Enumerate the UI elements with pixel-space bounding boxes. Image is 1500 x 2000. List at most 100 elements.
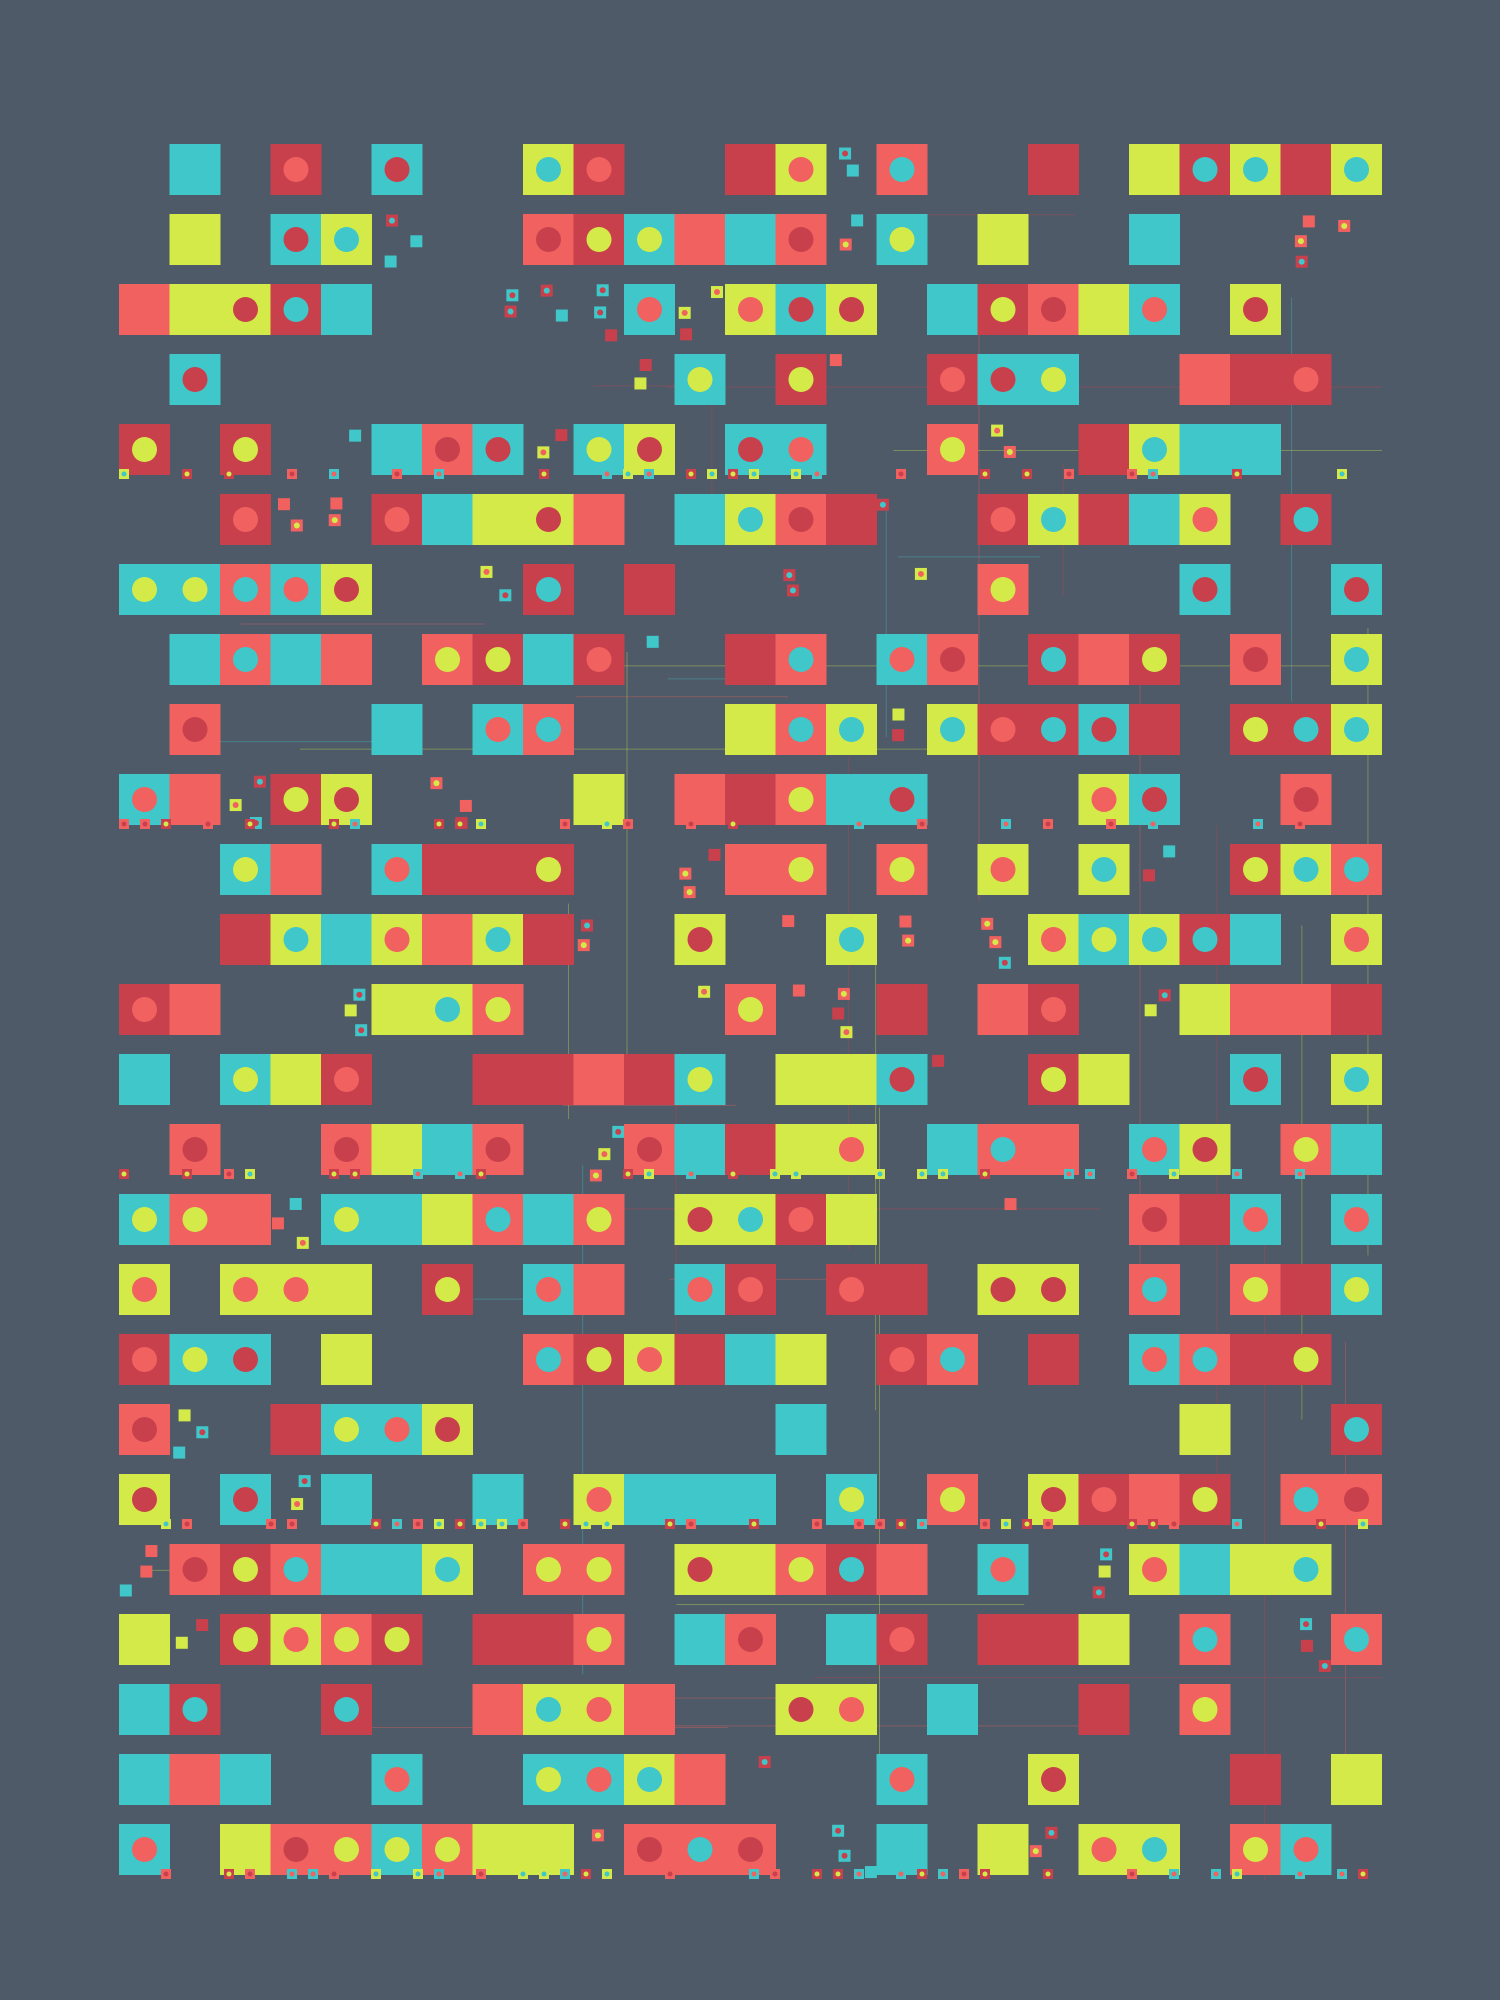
tile	[371, 704, 423, 755]
tile-dot	[889, 787, 915, 812]
marker-dot	[594, 1832, 601, 1839]
marker-dot	[562, 821, 568, 827]
tile-dot	[586, 1487, 612, 1512]
marker-dot	[184, 1521, 190, 1527]
marker-dot	[352, 1171, 358, 1177]
marker-dot	[199, 1429, 206, 1436]
marker-dot	[394, 471, 400, 477]
marker-dot	[478, 1171, 484, 1177]
marker-dot	[226, 1871, 232, 1877]
tile	[573, 1054, 625, 1105]
tile-dot	[1243, 157, 1268, 182]
marker-dot	[457, 821, 463, 827]
marker-dot	[1297, 1171, 1303, 1177]
marker	[829, 354, 842, 367]
tile-dot	[1192, 1697, 1218, 1722]
tile-dot	[485, 927, 511, 952]
tile	[624, 1684, 675, 1735]
marker-dot	[478, 1871, 484, 1877]
tile-dot	[788, 227, 814, 252]
tile	[1078, 284, 1130, 335]
tile	[270, 634, 322, 685]
marker-dot	[1108, 821, 1114, 827]
tile-dot	[1293, 1837, 1319, 1862]
marker-dot	[597, 309, 604, 316]
tile-dot	[687, 367, 713, 392]
marker	[639, 359, 652, 372]
tile	[119, 1684, 170, 1735]
tile-dot	[940, 717, 965, 742]
marker-dot	[730, 821, 736, 827]
tile-dot	[536, 507, 561, 532]
tile-dot	[586, 1627, 612, 1652]
tile-dot	[586, 227, 612, 252]
tile-dot	[233, 507, 258, 532]
tile-dot	[738, 1627, 763, 1652]
marker	[175, 1636, 188, 1649]
marker	[792, 984, 805, 997]
tile-dot	[788, 1697, 814, 1722]
marker-dot	[917, 570, 924, 577]
tile-dot	[1293, 507, 1319, 532]
tile	[169, 284, 221, 335]
tile-dot	[1243, 1837, 1268, 1862]
marker-dot	[483, 568, 490, 575]
tile	[371, 1544, 423, 1595]
tile	[977, 214, 1029, 265]
tile-dot	[132, 1837, 157, 1862]
tile	[573, 494, 625, 545]
tile-dot	[586, 437, 612, 462]
tile-dot	[283, 787, 309, 812]
tile-dot	[788, 787, 814, 812]
marker-dot	[1001, 959, 1008, 966]
marker-dot	[358, 1027, 365, 1034]
tile	[725, 704, 776, 755]
tile-dot	[1091, 1837, 1117, 1862]
tile-dot	[990, 577, 1016, 602]
tile-dot	[233, 437, 258, 462]
marker	[145, 1545, 158, 1558]
tile-dot	[182, 1697, 208, 1722]
marker-dot	[898, 471, 904, 477]
marker-dot	[604, 471, 610, 477]
marker-dot	[562, 1521, 568, 1527]
tile-dot	[1344, 1627, 1369, 1652]
tile-dot	[738, 297, 763, 322]
marker-dot	[142, 821, 148, 827]
marker-dot	[299, 1239, 306, 1246]
marker-dot	[373, 1871, 379, 1877]
marker	[178, 1409, 191, 1422]
tile-dot	[889, 647, 915, 672]
tile-dot	[839, 1487, 864, 1512]
tile	[775, 1124, 827, 1175]
tile	[523, 1054, 574, 1105]
tile	[321, 1334, 372, 1385]
tile	[1078, 1614, 1130, 1665]
tile	[1129, 144, 1180, 195]
marker-dot	[1003, 821, 1009, 827]
tile	[977, 1824, 1029, 1875]
marker-dot	[232, 802, 239, 809]
tile	[826, 1054, 877, 1105]
tile	[472, 1684, 524, 1735]
tile	[1179, 1194, 1231, 1245]
tile	[927, 1684, 978, 1735]
marker	[1163, 845, 1176, 858]
marker-dot	[163, 1871, 169, 1877]
tile-dot	[1243, 1067, 1268, 1092]
marker-dot	[247, 1171, 253, 1177]
marker-dot	[294, 1501, 301, 1508]
tile-dot	[536, 1767, 561, 1792]
tile-dot	[637, 437, 662, 462]
marker	[277, 498, 290, 511]
marker-dot	[1171, 1171, 1177, 1177]
marker-dot	[961, 1871, 967, 1877]
marker-dot	[761, 1759, 768, 1765]
tile-dot	[132, 1277, 157, 1302]
marker-dot	[457, 1521, 463, 1527]
marker	[892, 729, 905, 742]
tile-dot	[1192, 157, 1218, 182]
marker	[349, 429, 362, 442]
marker-dot	[1129, 471, 1135, 477]
tile-dot	[940, 1487, 965, 1512]
